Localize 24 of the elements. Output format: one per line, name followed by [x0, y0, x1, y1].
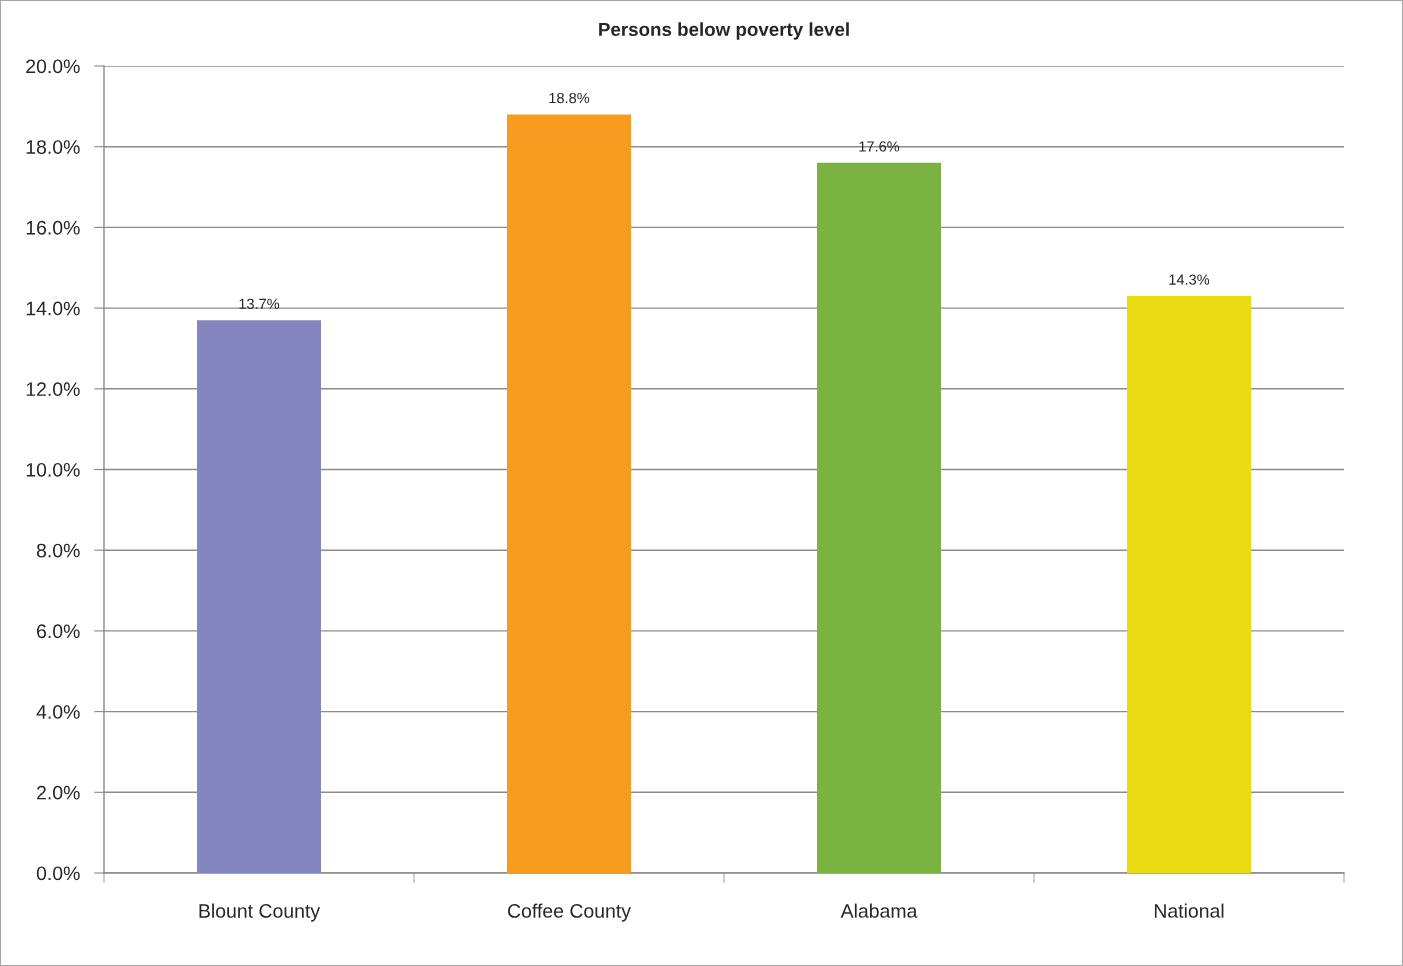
x-tick-label: Blount County [199, 903, 321, 922]
x-tick-label: National [1154, 903, 1224, 918]
bar [817, 162, 941, 873]
y-tick-label: 6.0% [37, 624, 80, 639]
y-tick-label: 8.0% [36, 543, 80, 558]
chart-title: Persons below poverty level [599, 22, 849, 40]
data-label: 18.8% [549, 92, 590, 104]
x-tick-label: Alabama [840, 903, 918, 918]
y-tick-label: 18.0% [26, 140, 80, 154]
x-tick-label: Coffee County [508, 903, 631, 922]
y-tick-label: 0.0% [36, 866, 80, 881]
y-tick-label: 4.0% [36, 705, 80, 719]
y-tick-label: 20.0% [26, 59, 80, 74]
bar [197, 320, 321, 873]
bar [507, 114, 631, 873]
data-label: 17.6% [859, 141, 900, 152]
y-tick-label: 16.0% [26, 220, 80, 235]
y-tick-label: 2.0% [37, 785, 80, 800]
bar [1127, 295, 1251, 873]
y-tick-label: 12.0% [26, 382, 80, 397]
data-label: 14.3% [1169, 274, 1210, 285]
y-tick-label: 14.0% [26, 301, 80, 316]
data-label: 13.7% [239, 298, 280, 309]
y-tick-label: 10.0% [26, 462, 80, 477]
